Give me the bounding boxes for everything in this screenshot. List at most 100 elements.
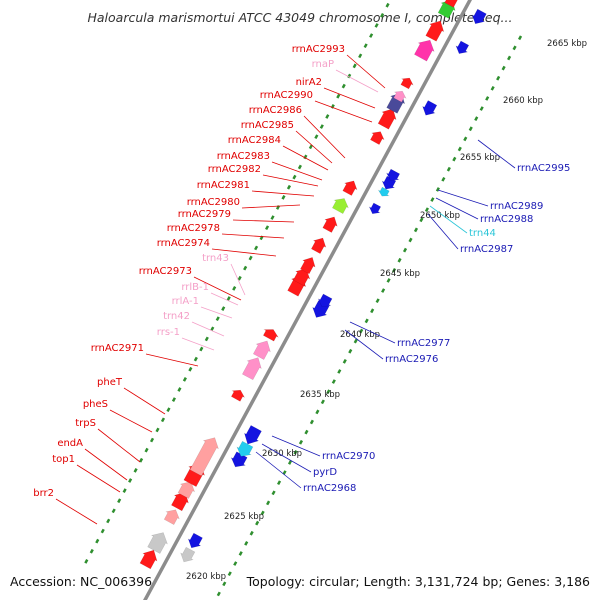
gene-label[interactable]: endA	[57, 438, 83, 449]
reverse-scale-tick	[507, 55, 512, 61]
gene-rrnAC2971[interactable]	[230, 387, 247, 402]
gene-label[interactable]: pyrD	[313, 467, 337, 478]
gene-label[interactable]: rrnAC2995	[517, 163, 570, 174]
gene-pyrD[interactable]	[234, 440, 255, 460]
gene-label[interactable]: rrlB-1	[181, 282, 209, 293]
reverse-scale-tick	[364, 318, 369, 324]
gene-nirA2[interactable]	[392, 88, 408, 103]
gene-rrnAC2977[interactable]	[316, 293, 334, 310]
reverse-scale-tick	[282, 470, 287, 475]
gene-label[interactable]: rrs-1	[157, 327, 180, 338]
forward-scale-tick	[193, 356, 198, 362]
reverse-scale-tick	[320, 399, 325, 405]
gene-endA[interactable]	[162, 506, 182, 525]
reverse-strand-genes	[178, 8, 488, 565]
gene-label[interactable]: rrlA-1	[172, 296, 199, 307]
leader-line	[255, 451, 302, 489]
gene-label[interactable]: rrnAC2976	[385, 354, 438, 365]
gene-pheT-b[interactable]	[188, 434, 222, 477]
gene-rrlB-1[interactable]	[262, 326, 281, 342]
gene-rrnAC2984[interactable]	[369, 128, 387, 145]
gene-rrnAC2978[interactable]	[299, 254, 319, 275]
leader-line	[193, 276, 242, 301]
scale-label: 2665 kbp	[547, 39, 587, 49]
gene-trpS[interactable]	[170, 488, 193, 512]
gene-label[interactable]: rrnAC2993	[292, 44, 345, 55]
gene-label[interactable]: rrnAC2979	[178, 209, 231, 220]
forward-scale-tick	[319, 124, 324, 129]
forward-scale-tick	[155, 427, 160, 433]
gene-rrs-1[interactable]	[241, 354, 266, 381]
gene-trn44[interactable]	[377, 186, 391, 199]
gene-label[interactable]: rrnAC2982	[208, 164, 261, 175]
leader-line	[429, 205, 468, 234]
gene-rrnAC2990[interactable]	[399, 75, 415, 90]
reverse-scale-tick	[222, 581, 227, 587]
leader-line	[200, 306, 233, 319]
gene-label[interactable]: trn42	[163, 311, 190, 322]
reverse-scale-tick	[238, 551, 243, 556]
gene-rrnAC2993[interactable]	[424, 17, 448, 42]
gene-label[interactable]: rrnAC2980	[187, 197, 240, 208]
gene-label[interactable]: rrnAC2986	[249, 105, 302, 116]
leader-line	[344, 329, 384, 360]
gene-pheS[interactable]	[176, 478, 198, 500]
gene-label[interactable]: trpS	[75, 418, 96, 429]
gene-rnaP[interactable]	[413, 36, 438, 62]
gene-label[interactable]: pheS	[83, 399, 108, 410]
gene-rrnAC2995[interactable]	[420, 100, 439, 119]
gene-label[interactable]: rrnAC2983	[217, 151, 270, 162]
leader-line	[251, 190, 315, 197]
gene-label[interactable]: trn43	[202, 253, 229, 264]
gene-label[interactable]: brr2	[33, 488, 54, 499]
gene-label[interactable]: rrnAC2968	[303, 483, 356, 494]
leader-line	[261, 443, 312, 473]
gene-label[interactable]: rrnAC2987	[460, 244, 513, 255]
gene-rrnAC2996[interactable]	[453, 40, 470, 57]
reverse-scale-tick	[370, 308, 375, 314]
gene-label[interactable]: rrnAC2984	[228, 135, 281, 146]
gene-label[interactable]: rrnAC2981	[197, 180, 250, 191]
gene-label[interactable]: rrnAC2990	[260, 90, 313, 101]
reverse-scale-tick	[293, 449, 298, 455]
scale-label: 2650 kbp	[420, 211, 460, 221]
leader-line	[262, 174, 319, 187]
reverse-scale-tick	[512, 45, 517, 51]
gene-label[interactable]: rrnAC2970	[322, 451, 375, 462]
gene-rrnAC2970[interactable]	[241, 424, 264, 447]
gene-label[interactable]: nirA2	[296, 77, 322, 88]
leader-line	[221, 233, 285, 239]
reverse-scale-tick	[402, 247, 408, 253]
forward-scale-tick	[226, 296, 231, 301]
gene-rrlA-1[interactable]	[252, 337, 275, 360]
gene-rrnAC2979[interactable]	[310, 235, 329, 255]
gene-label[interactable]: rrnAC2971	[91, 343, 144, 354]
scale-label: 2645 kbp	[380, 269, 420, 279]
gene-label[interactable]: pheT	[97, 377, 123, 388]
gene-label[interactable]: trn44	[469, 228, 496, 239]
gene-rrnAC2987[interactable]	[367, 202, 382, 217]
gene-label[interactable]: top1	[52, 454, 75, 465]
gene-label[interactable]: rrnAC2988	[480, 214, 533, 225]
gene-rrnAC2982[interactable]	[341, 178, 360, 197]
gene-rrnAC2985[interactable]	[376, 105, 400, 130]
gene-label[interactable]: rrnAC2978	[167, 223, 220, 234]
leader-line	[210, 292, 239, 306]
gene-top1[interactable]	[138, 546, 161, 570]
gene-label[interactable]: rrnAC2989	[490, 201, 543, 212]
forward-scale-tick	[303, 154, 308, 160]
gene-label[interactable]: rrnAC2985	[241, 120, 294, 131]
gene-rrnAC2989[interactable]	[384, 168, 401, 183]
gene-rrnAC2974[interactable]	[292, 265, 314, 287]
gene-rrnAC2967[interactable]	[185, 532, 204, 551]
gene-rrnAC2981[interactable]	[331, 195, 352, 215]
gene-label[interactable]: rrnAC2974	[157, 238, 210, 249]
gene-rrnAC2997[interactable]	[469, 8, 488, 27]
gene-label[interactable]: rnaP	[312, 59, 334, 70]
gene-rrnAC2980[interactable]	[321, 214, 340, 234]
gene-brr2[interactable]	[146, 528, 171, 554]
gene-label[interactable]: rrnAC2977	[397, 338, 450, 349]
gene-label[interactable]: rrnAC2973	[139, 266, 192, 277]
gene-rrnAC2994[interactable]	[443, 0, 464, 8]
gene-rrnAC2966[interactable]	[178, 546, 197, 565]
